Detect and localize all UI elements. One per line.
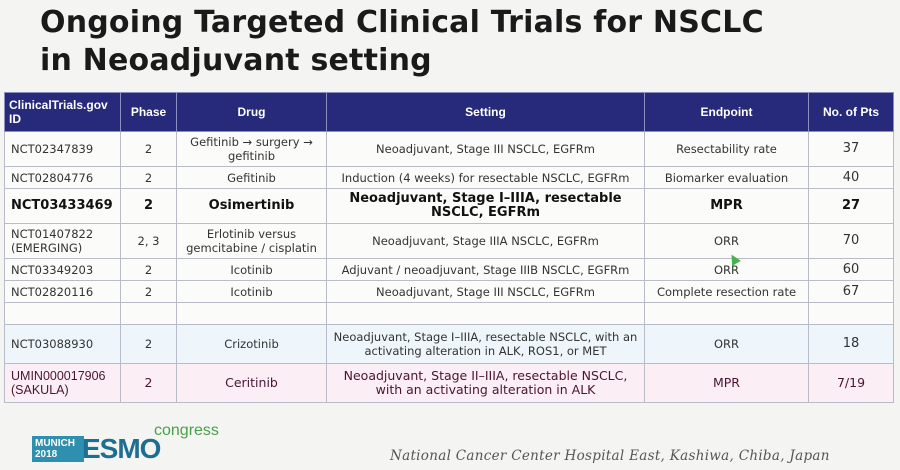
cell-setting: Adjuvant / neoadjuvant, Stage IIIB NSCLC…: [326, 258, 645, 281]
cell-drug: Ceritinib: [176, 363, 327, 403]
table-row: NCT03349203 2 Icotinib Adjuvant / neoadj…: [4, 258, 894, 281]
table-row: NCT03433469 2 Osimertinib Neoadjuvant, S…: [4, 188, 894, 224]
cell-pts: 60: [808, 258, 894, 281]
cell-pts: 40: [808, 166, 894, 189]
cell-id: NCT02347839: [4, 131, 121, 167]
cell-phase: 2: [120, 188, 177, 224]
cell-pts: 70: [808, 223, 894, 259]
footer-institution: National Cancer Center Hospital East, Ka…: [390, 448, 830, 464]
logo-brand: ESMO: [82, 433, 161, 464]
cell-endpoint: MPR: [644, 363, 809, 403]
cell-phase: 2: [120, 166, 177, 189]
cell-pts: 67: [808, 280, 894, 303]
cell-pts: 18: [808, 324, 894, 364]
cell-id: NCT02804776: [4, 166, 121, 189]
cell-drug: Crizotinib: [176, 324, 327, 364]
table-row: NCT03088930 2 Crizotinib Neoadjuvant, St…: [4, 324, 894, 364]
cell-phase: 2: [120, 324, 177, 364]
cell-id: UMIN000017906 (SAKULA): [4, 363, 121, 403]
cell-id: NCT02820116: [4, 280, 121, 303]
cell-setting: Neoadjuvant, Stage I–IIIA, resectable NS…: [326, 324, 645, 364]
cell-phase: 2, 3: [120, 223, 177, 259]
cell-setting: Neoadjuvant, Stage III NSCLC, EGFRm: [326, 280, 645, 303]
table-row-empty: [4, 302, 894, 325]
cell-phase: 2: [120, 363, 177, 403]
cell-id: NCT03088930: [4, 324, 121, 364]
header-endpoint: Endpoint: [644, 92, 809, 132]
cell-drug: Icotinib: [176, 280, 327, 303]
cell-endpoint: Resectability rate: [644, 131, 809, 167]
cell-setting: Neoadjuvant, Stage III NSCLC, EGFRm: [326, 131, 645, 167]
cell-drug: Erlotinib versus gemcitabine / cisplatin: [176, 223, 327, 259]
table-header-row: ClinicalTrials.gov ID Phase Drug Setting…: [4, 92, 894, 132]
cell-phase: 2: [120, 280, 177, 303]
slide-title-line2: in Neoadjuvant setting: [40, 43, 432, 78]
logo-year: 2018: [35, 449, 58, 460]
cell-setting: Neoadjuvant, Stage II–IIIA, resectable N…: [326, 363, 645, 403]
cell-endpoint: ORR: [644, 258, 809, 281]
table-row: NCT02804776 2 Gefitinib Induction (4 wee…: [4, 166, 894, 189]
header-id: ClinicalTrials.gov ID: [4, 92, 121, 132]
header-drug: Drug: [176, 92, 327, 132]
header-phase: Phase: [120, 92, 177, 132]
cell-endpoint: Biomarker evaluation: [644, 166, 809, 189]
cell-setting: Neoadjuvant, Stage I–IIIA, resectable NS…: [326, 188, 645, 224]
table-row: NCT02347839 2 Gefitinib → surgery → gefi…: [4, 131, 894, 167]
slide-title: Ongoing Targeted Clinical Trials for NSC…: [40, 4, 880, 80]
logo-word: congress: [154, 422, 219, 439]
cell-endpoint: ORR: [644, 324, 809, 364]
cell-drug: Gefitinib → surgery → gefitinib: [176, 131, 327, 167]
esmo-logo: MUNICH 2018 ESMO congress: [32, 422, 222, 466]
cell-drug: Osimertinib: [176, 188, 327, 224]
cell-drug: Gefitinib: [176, 166, 327, 189]
header-setting: Setting: [326, 92, 645, 132]
cell-drug: Icotinib: [176, 258, 327, 281]
cell-id: NCT01407822 (EMERGING): [4, 223, 121, 259]
cell-endpoint: Complete resection rate: [644, 280, 809, 303]
table-row: UMIN000017906 (SAKULA) 2 Ceritinib Neoad…: [4, 363, 894, 403]
cell-pts: 37: [808, 131, 894, 167]
cell-setting: Induction (4 weeks) for resectable NSCLC…: [326, 166, 645, 189]
cell-endpoint: MPR: [644, 188, 809, 224]
cell-phase: 2: [120, 131, 177, 167]
cell-endpoint: ORR: [644, 223, 809, 259]
cell-phase: 2: [120, 258, 177, 281]
header-pts: No. of Pts: [808, 92, 894, 132]
slide-title-line1: Ongoing Targeted Clinical Trials for NSC…: [40, 5, 764, 40]
cell-pts: 7/19: [808, 363, 894, 403]
trials-table: ClinicalTrials.gov ID Phase Drug Setting…: [4, 92, 894, 403]
cell-setting: Neoadjuvant, Stage IIIA NSCLC, EGFRm: [326, 223, 645, 259]
cell-id: NCT03433469: [4, 188, 121, 224]
logo-city: MUNICH: [35, 438, 75, 449]
logo-city-badge: MUNICH 2018: [32, 436, 84, 462]
cell-pts: 27: [808, 188, 894, 224]
cell-id: NCT03349203: [4, 258, 121, 281]
table-row: NCT01407822 (EMERGING) 2, 3 Erlotinib ve…: [4, 223, 894, 259]
table-row: NCT02820116 2 Icotinib Neoadjuvant, Stag…: [4, 280, 894, 303]
